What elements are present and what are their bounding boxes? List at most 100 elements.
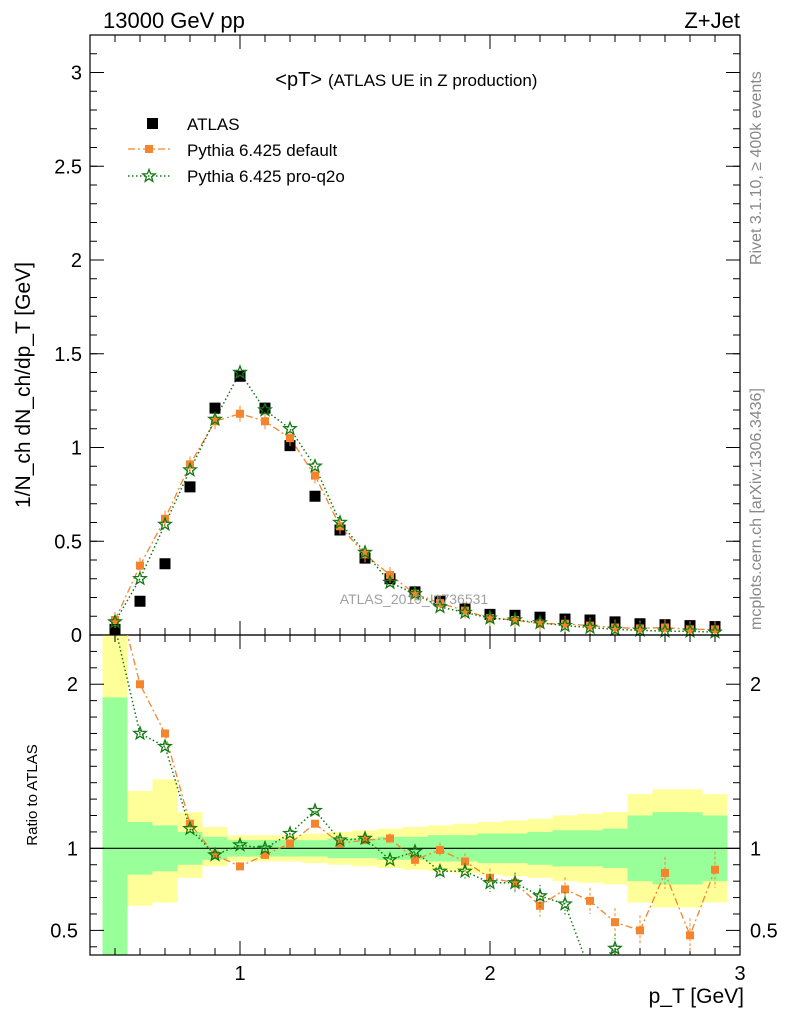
default-data-point bbox=[536, 619, 544, 628]
chart-subtitle: (ATLAS UE in Z production) bbox=[328, 71, 537, 90]
default-data-point bbox=[461, 606, 469, 615]
proq2o-data-point bbox=[232, 364, 248, 380]
ratio-default-point bbox=[161, 729, 169, 738]
ratio-default-point bbox=[311, 819, 319, 828]
analysis-watermark: ATLAS_2019_I1736531 bbox=[340, 591, 489, 607]
ratio-default-point bbox=[686, 931, 694, 940]
y-tick-label: 1.5 bbox=[54, 344, 82, 366]
atlas-data-point bbox=[109, 623, 121, 635]
legend-atlas-label: ATLAS bbox=[187, 115, 240, 134]
default-data-point bbox=[611, 623, 619, 632]
ratio-y-tick-label-left: 0.5 bbox=[50, 920, 78, 942]
default-data-point bbox=[261, 417, 269, 426]
atlas-data-point bbox=[309, 490, 321, 502]
x-axis-label: p_T [GeV] bbox=[649, 985, 744, 1008]
ratio-default-point bbox=[411, 855, 419, 864]
process-label: Z+Jet bbox=[684, 8, 740, 33]
ratio-default-point bbox=[386, 834, 394, 843]
default-data-point bbox=[111, 616, 119, 624]
beam-energy-label: 13000 GeV pp bbox=[103, 8, 245, 33]
ratio-series-group bbox=[116, 635, 721, 985]
ratio-proq2o-point bbox=[332, 831, 348, 847]
default-data-point bbox=[311, 471, 319, 480]
proq2o-data-point bbox=[532, 614, 548, 630]
x-tick-label: 2 bbox=[484, 963, 495, 985]
ratio-proq2o-line bbox=[116, 635, 622, 955]
ratio-proq2o-point bbox=[207, 846, 223, 862]
atlas-data-point bbox=[209, 402, 221, 414]
proq2o-data-point bbox=[457, 604, 473, 620]
legend-proq2o-marker bbox=[141, 167, 157, 183]
atlas-data-point bbox=[184, 481, 196, 493]
ratio-default-point bbox=[261, 850, 269, 859]
y-tick-label: 0 bbox=[71, 625, 82, 647]
main-panel: 0 0.5 1 1.5 2 2.5 3 <pT> (ATLAS UE in Z produc… bbox=[12, 34, 741, 647]
default-data-point bbox=[511, 616, 519, 624]
ratio-proq2o-point bbox=[584, 965, 596, 977]
ratio-default-point bbox=[361, 836, 369, 845]
ratio-default-point bbox=[461, 857, 469, 866]
proq2o-data-point bbox=[282, 420, 298, 436]
ratio-default-point bbox=[436, 845, 444, 854]
proq2o-data-point bbox=[132, 570, 148, 586]
proq2o-data-point bbox=[607, 621, 623, 637]
ratio-proq2o-point bbox=[634, 973, 646, 985]
ratio-proq2o-point bbox=[557, 895, 573, 911]
rivet-version-label: Rivet 3.1.10, ≥ 400k events bbox=[748, 71, 765, 265]
atlas-data-point bbox=[234, 370, 246, 382]
default-data-point bbox=[336, 522, 344, 531]
y-tick-label: 0.5 bbox=[54, 531, 82, 553]
ratio-default-point bbox=[136, 680, 144, 689]
ratio-proq2o-point bbox=[382, 851, 398, 867]
ratio-default-point bbox=[611, 918, 619, 927]
ratio-y-tick-label-right: 0.5 bbox=[750, 920, 778, 942]
default-data-point bbox=[236, 409, 244, 418]
default-data-point bbox=[711, 625, 719, 634]
ratio-proq2o-point bbox=[684, 973, 696, 985]
green-uncertainty-band-bin bbox=[102, 697, 128, 955]
y-tick-label: 1 bbox=[71, 438, 82, 460]
x-tick-label: 1 bbox=[234, 963, 245, 985]
ratio-proq2o-point bbox=[357, 830, 373, 846]
ratio-proq2o-point bbox=[157, 738, 173, 754]
atlas-data-point bbox=[259, 402, 271, 414]
ratio-default-point bbox=[236, 862, 244, 871]
mcplots-reference-label: mcplots.cern.ch [arXiv:1306.3436] bbox=[748, 388, 765, 630]
proq2o-data-point bbox=[407, 585, 423, 601]
proq2o-data-point bbox=[107, 613, 123, 629]
y-axis-label: 1/N_ch dN_ch/dp_T [GeV] bbox=[12, 262, 35, 508]
ratio-proq2o-point bbox=[182, 820, 198, 836]
ratio-proq2o-point bbox=[457, 862, 473, 879]
ratio-y-tick-label-left: 2 bbox=[67, 674, 78, 696]
ratio-proq2o-point bbox=[132, 725, 148, 741]
ratio-proq2o-point bbox=[659, 973, 671, 985]
chart-title: <pT> bbox=[275, 69, 322, 91]
legend: ATLAS Pythia 6.425 default Pythia 6.425 … bbox=[128, 115, 345, 186]
atlas-data-point bbox=[134, 595, 146, 607]
proq2o-data-point bbox=[382, 574, 398, 590]
ratio-default-point bbox=[636, 926, 644, 935]
ratio-proq2o-point bbox=[532, 887, 548, 903]
proq2o-data-point bbox=[682, 622, 698, 638]
ratio-proq2o-point bbox=[507, 874, 523, 890]
ratio-proq2o-point bbox=[257, 839, 273, 856]
proq2o-data-point bbox=[307, 457, 323, 473]
proq2o-data-point bbox=[257, 401, 273, 417]
default-data-point bbox=[286, 434, 294, 443]
ratio-default-point bbox=[211, 850, 219, 859]
default-data-point bbox=[136, 561, 144, 570]
proq2o-data-point bbox=[632, 621, 648, 638]
y-tick-label: 2.5 bbox=[54, 156, 82, 178]
ratio-proq2o-point bbox=[709, 973, 721, 985]
default-data-point bbox=[486, 614, 494, 623]
y-tick-label: 3 bbox=[71, 63, 82, 85]
default-data-point bbox=[361, 550, 369, 559]
atlas-data-point bbox=[159, 558, 171, 570]
ratio-y-tick-label-right: 1 bbox=[750, 838, 761, 860]
legend-atlas-marker bbox=[147, 118, 158, 129]
ratio-y-tick-label-right: 2 bbox=[750, 674, 761, 696]
proq2o-data-point bbox=[357, 544, 373, 560]
ratio-proq2o-point bbox=[307, 802, 323, 818]
ratio-default-point bbox=[511, 878, 519, 887]
ratio-default-point bbox=[561, 885, 569, 894]
